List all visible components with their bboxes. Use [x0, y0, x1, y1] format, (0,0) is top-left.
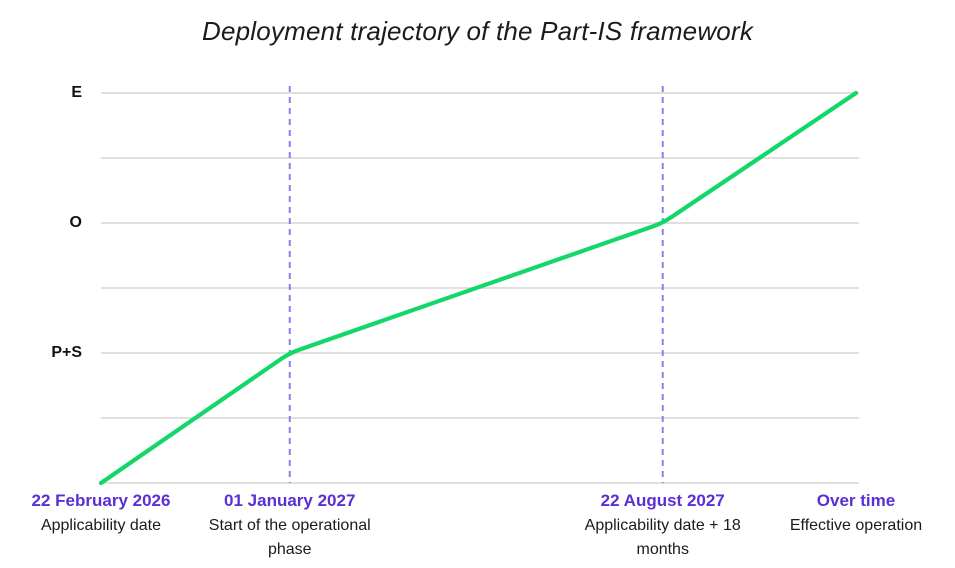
y-axis-label-p-s: P+S: [51, 344, 82, 361]
x-axis-milestone: 22 August 2027 Applicability date + 18 mo…: [548, 491, 778, 562]
milestone-description: Start of the operational phase: [208, 517, 371, 558]
milestone-description: Applicability date: [40, 517, 162, 534]
milestone-date: 22 February 2026: [31, 491, 171, 510]
x-axis-milestone: 22 February 2026 Applicability date: [0, 491, 216, 538]
milestone-description: Applicability date + 18 months: [584, 517, 741, 558]
milestone-description: Effective operation: [789, 517, 923, 534]
y-axis-label-o: O: [69, 214, 82, 231]
chart-title: Deployment trajectory of the Part-IS fra…: [201, 16, 754, 46]
milestone-date: 22 August 2027: [600, 491, 725, 510]
milestone-date: Over time: [816, 491, 896, 510]
x-axis-milestone: Over time Effective operation: [741, 491, 955, 538]
milestone-date: 01 January 2027: [224, 491, 356, 510]
x-axis-milestone: 01 January 2027 Start of the operational …: [175, 491, 405, 562]
y-axis-label-e: E: [71, 84, 82, 101]
trajectory-line: [98, 90, 859, 486]
